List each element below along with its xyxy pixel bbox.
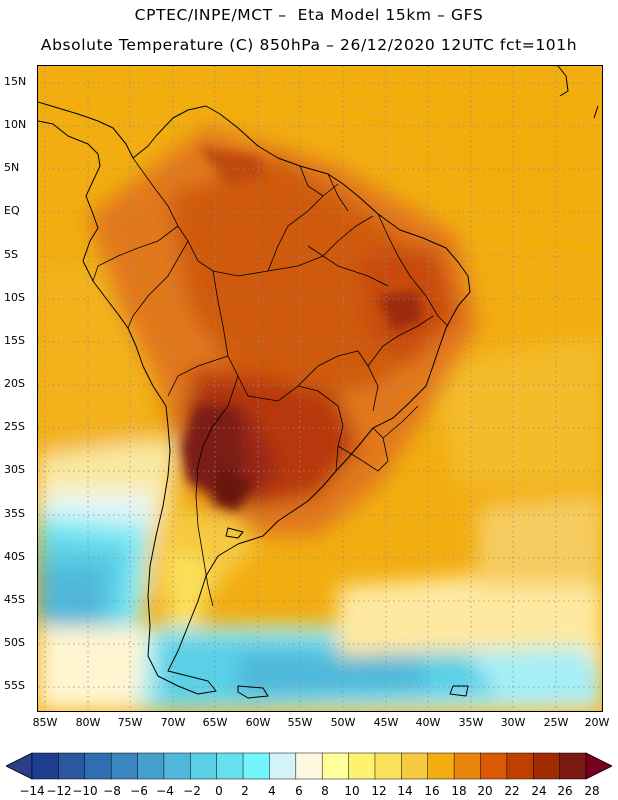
map-title: CPTEC/INPE/MCT – Eta Model 15km – GFS — [134, 6, 484, 24]
lat-label-5s: 5S — [4, 248, 18, 261]
colorbar-tick-label: −2 — [183, 784, 201, 798]
lat-label-10n: 10N — [4, 118, 27, 131]
temperature-map — [37, 65, 603, 712]
colorbar-tick-label: 10 — [344, 784, 360, 798]
color-scale-bar — [6, 752, 612, 780]
colorbar-tick-label: 18 — [451, 784, 467, 798]
colorbar-swatches — [31, 752, 587, 780]
colorbar-swatch — [84, 752, 112, 780]
colorbar-tick-label: 22 — [504, 784, 520, 798]
lat-label-30s: 30S — [4, 463, 25, 476]
colorbar-swatch — [190, 752, 218, 780]
colorbar-swatch — [269, 752, 297, 780]
colorbar-tick-label: 28 — [584, 784, 600, 798]
colorbar-swatch — [216, 752, 244, 780]
lat-label-5n: 5N — [4, 161, 20, 174]
colorbar-tick-label: 14 — [397, 784, 413, 798]
colorbar-swatch — [163, 752, 191, 780]
colorbar-tick-label: −6 — [130, 784, 148, 798]
colorbar-swatch — [58, 752, 86, 780]
colorbar-tick-label: 0 — [215, 784, 223, 798]
hot-core — [183, 146, 423, 511]
colorbar-tick-label: 6 — [295, 784, 303, 798]
lat-label-15s: 15S — [4, 334, 25, 347]
lat-label-15n: 15N — [4, 75, 27, 88]
colorbar-swatch — [532, 752, 561, 780]
lat-label-eq: EQ — [4, 204, 20, 217]
lat-label-35s: 35S — [4, 507, 25, 520]
lat-label-10s: 10S — [4, 291, 25, 304]
colorbar-tick-label: 24 — [531, 784, 547, 798]
colorbar-swatch — [401, 752, 429, 780]
colorbar-swatch — [453, 752, 482, 780]
lat-label-55s: 55S — [4, 679, 25, 692]
lon-label-60w: 60W — [245, 716, 271, 729]
lat-label-25s: 25S — [4, 420, 25, 433]
colorbar-swatch — [110, 752, 139, 780]
colorbar-swatch — [559, 752, 587, 780]
lon-label-80w: 80W — [75, 716, 101, 729]
colorbar-tick-label: 12 — [371, 784, 387, 798]
colorbar-tick-label: 4 — [268, 784, 276, 798]
lon-label-40w: 40W — [415, 716, 441, 729]
colorbar-swatch — [374, 752, 402, 780]
lat-label-40s: 40S — [4, 550, 25, 563]
graticule — [38, 66, 602, 711]
lon-label-25w: 25W — [543, 716, 569, 729]
colorbar-tick-label: −12 — [46, 784, 72, 798]
country-borders — [92, 157, 449, 607]
lon-label-30w: 30W — [500, 716, 526, 729]
colorbar-swatch — [427, 752, 455, 780]
colorbar-tick-label: 8 — [321, 784, 329, 798]
colorbar-swatch — [31, 752, 59, 780]
lon-label-75w: 75W — [117, 716, 143, 729]
colorbar-tick-label: −10 — [72, 784, 98, 798]
lon-label-45w: 45W — [373, 716, 399, 729]
colorbar-swatch — [506, 752, 534, 780]
colorbar-tick-label: −8 — [103, 784, 121, 798]
colorbar-tick-label: 20 — [477, 784, 493, 798]
colorbar-over-arrow — [585, 752, 612, 780]
colorbar-tick-label: 16 — [424, 784, 440, 798]
lon-label-70w: 70W — [160, 716, 186, 729]
lon-label-85w: 85W — [32, 716, 58, 729]
colorbar-swatch — [295, 752, 323, 780]
lat-label-50s: 50S — [4, 636, 25, 649]
coastline — [38, 66, 599, 699]
colorbar-tick-label: 2 — [241, 784, 249, 798]
colorbar-swatch — [348, 752, 376, 780]
lon-label-20w: 20W — [584, 716, 610, 729]
lon-label-65w: 65W — [202, 716, 228, 729]
lon-label-35w: 35W — [458, 716, 484, 729]
colorbar-swatch — [242, 752, 270, 780]
lat-label-45s: 45S — [4, 593, 25, 606]
colorbar-swatch — [480, 752, 508, 780]
lon-label-55w: 55W — [287, 716, 313, 729]
colorbar-swatch — [321, 752, 350, 780]
colorbar-swatch — [137, 752, 165, 780]
colorbar-under-arrow — [6, 752, 33, 780]
lon-label-50w: 50W — [330, 716, 356, 729]
lat-label-20s: 20S — [4, 377, 25, 390]
map-subtitle: Absolute Temperature (C) 850hPa – 26/12/… — [40, 36, 578, 54]
colorbar-tick-label: 26 — [557, 784, 573, 798]
colorbar-tick-label: −14 — [19, 784, 45, 798]
colorbar-tick-label: −4 — [156, 784, 174, 798]
